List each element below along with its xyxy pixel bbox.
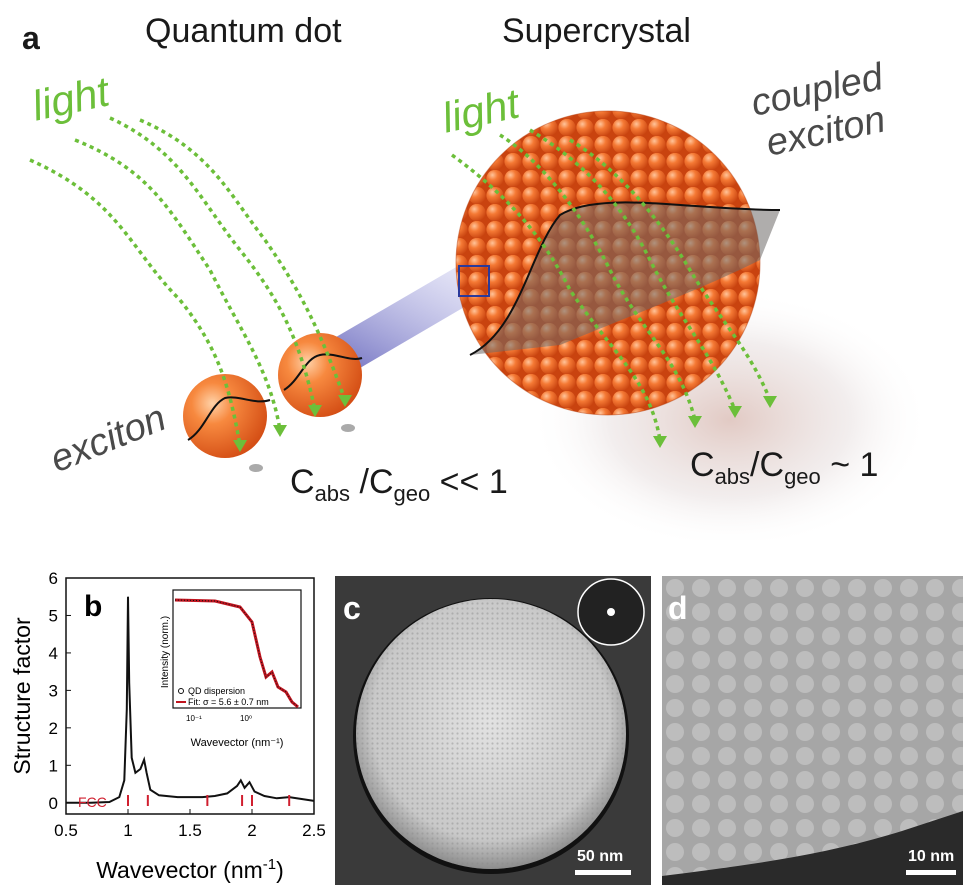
- tem-supercrystal: [335, 576, 651, 885]
- inset-legend-fit: Fit: σ = 5.6 ± 0.7 nm: [188, 697, 269, 707]
- zoom-box: [458, 265, 490, 297]
- coupled-exciton-shade: [470, 202, 780, 355]
- title-supercrystal: Supercrystal: [502, 12, 691, 50]
- scalebar-label-c: 50 nm: [577, 848, 624, 865]
- exciton-wave-2: [283, 353, 363, 391]
- quantum-dot-1: [183, 374, 267, 458]
- panel-b-chart: 0 1 2 3 4 5 6 0.5 1 1.5 2 2.5 FCC b Structure fact…: [9, 569, 326, 883]
- y-ticks: 0 1 2 3 4 5 6: [49, 569, 71, 813]
- y-axis-label: Structure factor: [9, 617, 35, 775]
- inset-xtick-1: 10⁻¹: [186, 714, 202, 723]
- panel-letter-b: b: [84, 590, 102, 623]
- inset-legend-points: QD dispersion: [188, 686, 245, 696]
- inset-plot: Intensity (norm.) Wavevector (nm⁻¹) 10⁻¹…: [160, 589, 302, 749]
- y-tick-label: 5: [49, 606, 58, 625]
- x-tick-label: 0.5: [54, 821, 78, 840]
- inset-legend-marker: [178, 688, 184, 694]
- zoom-cone: [300, 266, 490, 368]
- quantum-dot-2: [278, 333, 362, 417]
- qd-shadow-1: [249, 464, 263, 472]
- fcc-label: FCC: [78, 794, 107, 810]
- y-tick-label: 2: [49, 719, 58, 738]
- structure-factor-line: [66, 596, 315, 804]
- scalebar-label-d: 10 nm: [908, 848, 955, 865]
- x-ticks: 0.5 1 1.5 2 2.5: [54, 809, 326, 840]
- exciton-wave-1: [187, 396, 271, 441]
- tem-surface: [662, 576, 963, 885]
- fcc-peak-markers: [127, 795, 291, 806]
- panel-letter-c: c: [343, 590, 361, 626]
- panel-d-tem-image: d 10 nm: [662, 576, 963, 885]
- scalebar-c: [575, 870, 631, 875]
- panel-letter-a: a: [22, 20, 40, 56]
- panel-letter-d: d: [668, 590, 688, 626]
- inset-xtick-2: 10⁰: [240, 714, 252, 723]
- ratio-left: Cabs /Cgeo << 1: [290, 463, 508, 506]
- x-axis-label: Wavevector (nm-1): [96, 856, 284, 883]
- ratio-right: Cabs/Cgeo ~ 1: [690, 446, 879, 489]
- x-tick-label: 1.5: [178, 821, 202, 840]
- light-rays-right: [450, 128, 772, 441]
- x-tick-label: 2: [247, 821, 256, 840]
- light-rays-left: [29, 116, 347, 446]
- panel-c-tem-image: c 50 nm: [335, 576, 651, 885]
- x-tick-label: 2.5: [302, 821, 326, 840]
- qd-shadow-2: [341, 424, 355, 432]
- scalebar-d: [906, 870, 956, 875]
- inset-x-label: Wavevector (nm⁻¹): [191, 737, 284, 749]
- x-tick-label: 1: [123, 821, 132, 840]
- y-tick-label: 6: [49, 569, 58, 588]
- y-tick-label: 4: [49, 644, 58, 663]
- y-tick-label: 1: [49, 756, 58, 775]
- y-tick-label: 0: [49, 794, 58, 813]
- schematic-illustration: [29, 110, 930, 540]
- title-quantum-dot: Quantum dot: [145, 12, 342, 50]
- inset-points: [174, 599, 299, 708]
- y-tick-label: 3: [49, 681, 58, 700]
- coupled-exciton-wave: [469, 201, 781, 356]
- inset-y-label: Intensity (norm.): [160, 616, 171, 688]
